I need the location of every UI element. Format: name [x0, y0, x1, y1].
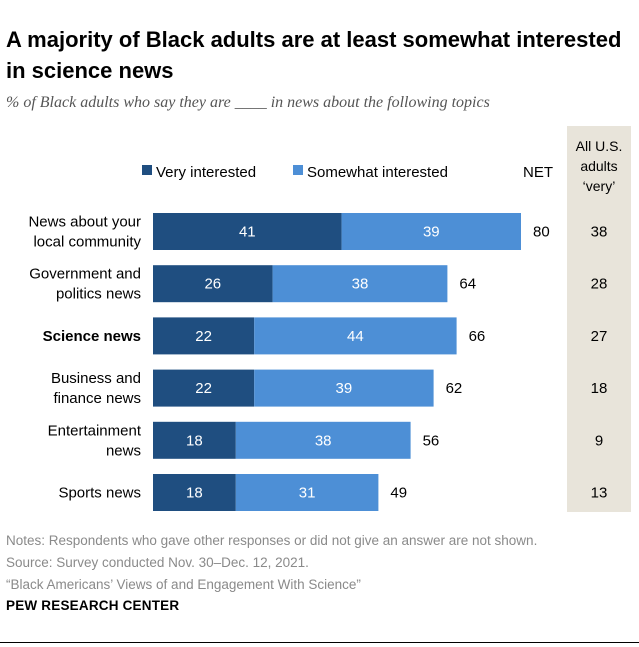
category-label: local community [33, 234, 141, 251]
comparison-header-line: All U.S. [576, 138, 623, 154]
category-label: Science news [43, 328, 141, 345]
comparison-header-line: adults [580, 158, 617, 174]
bar-somewhat-interested [254, 317, 457, 355]
bar-value-label: 38 [352, 276, 369, 293]
category-label: finance news [53, 390, 141, 407]
bar-value-label: 18 [186, 432, 203, 449]
bar-very-interested [153, 421, 236, 459]
bar-value-label: 22 [195, 328, 212, 345]
notes-block: Notes: Respondents who gave other respon… [6, 530, 631, 596]
category-label: News about your [28, 214, 141, 231]
bar-very-interested [153, 369, 255, 407]
legend-swatch-very [142, 165, 152, 175]
bar-very-interested [153, 474, 236, 511]
category-label: Business and [51, 370, 141, 387]
comparison-value: 28 [591, 276, 608, 293]
notes-line: Notes: Respondents who gave other respon… [6, 533, 538, 548]
comparison-column-bg [567, 126, 631, 512]
bar-value-label: 26 [204, 276, 221, 293]
chart-subtitle: % of Black adults who say they are ____ … [6, 94, 490, 111]
bar-somewhat-interested [341, 213, 521, 250]
bar-value-label: 38 [315, 432, 332, 449]
net-value-label: 66 [469, 328, 486, 345]
net-value-label: 64 [459, 276, 476, 293]
footer-brand: PEW RESEARCH CENTER [6, 598, 180, 613]
category-label: Sports news [58, 485, 141, 502]
comparison-value: 13 [591, 485, 608, 502]
bar-very-interested [153, 213, 342, 250]
bar-value-label: 18 [186, 485, 203, 502]
net-value-label: 49 [390, 485, 407, 502]
stacked-bar-chart: All U.S. adults ‘very’ Very interested S… [28, 126, 631, 512]
bar-somewhat-interested [235, 474, 379, 511]
comparison-header: All U.S. adults ‘very’ [576, 138, 623, 194]
chart-title: A majority of Black adults are at least … [6, 27, 622, 83]
legend-swatch-somewhat [293, 165, 303, 175]
category-label: Government and [29, 266, 141, 283]
bar-very-interested [153, 317, 255, 355]
bar-value-label: 22 [195, 380, 212, 397]
report-title-line: “Black Americans’ Views of and Engagemen… [6, 577, 361, 592]
bar-value-label: 41 [239, 224, 256, 241]
category-label: news [106, 442, 141, 459]
bar-somewhat-interested [235, 421, 411, 459]
net-value-label: 80 [533, 224, 550, 241]
category-label: politics news [56, 286, 141, 303]
comparison-value: 38 [591, 224, 608, 241]
legend: Very interested Somewhat interested NET [142, 164, 553, 181]
comparison-value: 9 [595, 432, 603, 449]
net-header: NET [523, 164, 553, 181]
legend-label-very: Very interested [156, 164, 256, 181]
bar-somewhat-interested [272, 265, 448, 303]
category-label: Entertainment [48, 422, 142, 439]
legend-label-somewhat: Somewhat interested [307, 164, 448, 181]
bottom-rule [0, 642, 639, 643]
bar-very-interested [153, 265, 273, 303]
bar-value-label: 31 [299, 485, 316, 502]
bars-layer: News about your local community 41 39 80 38 Go… [28, 213, 607, 511]
comparison-value: 18 [591, 380, 608, 397]
net-value-label: 62 [446, 380, 463, 397]
comparison-value: 27 [591, 328, 608, 345]
bar-value-label: 39 [423, 224, 440, 241]
bar-somewhat-interested [254, 369, 434, 407]
source-line: Source: Survey conducted Nov. 30–Dec. 12… [6, 555, 309, 570]
bar-value-label: 39 [336, 380, 353, 397]
bar-value-label: 44 [347, 328, 364, 345]
comparison-header-line: ‘very’ [583, 178, 616, 194]
net-value-label: 56 [423, 432, 440, 449]
